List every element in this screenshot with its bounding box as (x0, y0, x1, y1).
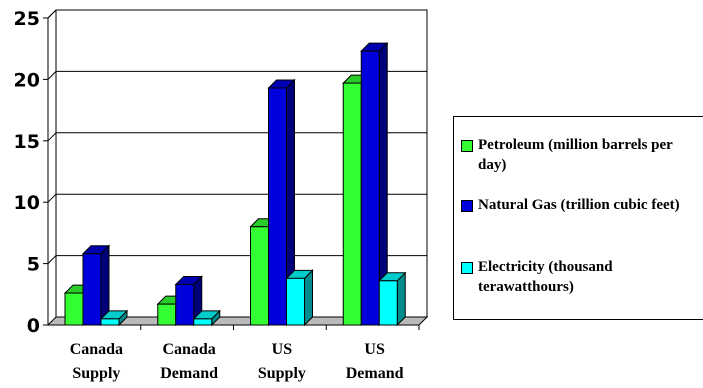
gridline-diag (47, 71, 57, 80)
x-category-label: Demand (160, 365, 218, 382)
bar-front (100, 318, 120, 326)
bar-electricity-canada-demand (192, 309, 221, 327)
legend-label-natural-gas: Natural Gas (trillion cubic feet) (478, 197, 680, 213)
x-category-label: US (364, 341, 385, 358)
bar-electricity-us-supply (285, 269, 314, 327)
legend-item-natural-gas: Natural Gas (trillion cubic feet) (461, 195, 693, 215)
bar-front (286, 277, 305, 326)
x-category-label: Canada (70, 341, 123, 358)
x-category-label: Supply (72, 365, 120, 382)
x-category-label: Supply (258, 365, 306, 382)
gridline-diag (47, 255, 57, 264)
bar-front (360, 50, 380, 326)
legend-label-electricity: Electricity (thousand terawatthours) (478, 259, 613, 295)
legend-item-petroleum: Petroleum (million barrels per day) (461, 135, 693, 175)
bar-front (250, 226, 269, 326)
bar-front (82, 253, 102, 326)
y-tick-label: 20 (14, 69, 40, 91)
bar-front (342, 82, 362, 326)
legend-swatch-electricity (461, 262, 473, 274)
y-tick-label: 0 (27, 315, 40, 337)
gridline-diag (47, 132, 57, 142)
bar-natural-gas-canada-supply (81, 244, 111, 327)
bar-front (378, 280, 398, 326)
bar-side (396, 271, 406, 327)
x-category-label: Demand (346, 365, 404, 382)
bar-front (193, 318, 213, 326)
x-category-label: US (272, 341, 293, 358)
bar-electricity-us-demand (378, 271, 407, 327)
legend: Petroleum (million barrels per day) Natu… (453, 116, 703, 320)
legend-label-petroleum: Petroleum (million barrels per day) (478, 137, 673, 173)
axis-labels: 0 5 10 15 20 25 Canada Supply Canada Demand US Supp… (14, 8, 404, 382)
y-tick-label: 15 (14, 131, 40, 153)
legend-swatch-natural-gas (461, 200, 473, 212)
y-tick-label: 10 (14, 192, 40, 214)
y-tick-label: 5 (27, 254, 40, 276)
y-axis-top (47, 9, 57, 19)
bar-side (304, 269, 313, 327)
bars (63, 41, 407, 327)
x-category-label: Canada (162, 341, 215, 358)
bar-front (157, 303, 177, 326)
bar-electricity-canada-supply (99, 309, 129, 327)
bar-front (268, 87, 287, 326)
y-tick-label: 25 (14, 8, 40, 30)
gridline-diag (47, 193, 57, 203)
bar-front (175, 283, 195, 326)
legend-item-electricity: Electricity (thousand terawatthours) (461, 257, 693, 297)
bar-front (64, 292, 84, 326)
legend-swatch-petroleum (461, 140, 473, 152)
